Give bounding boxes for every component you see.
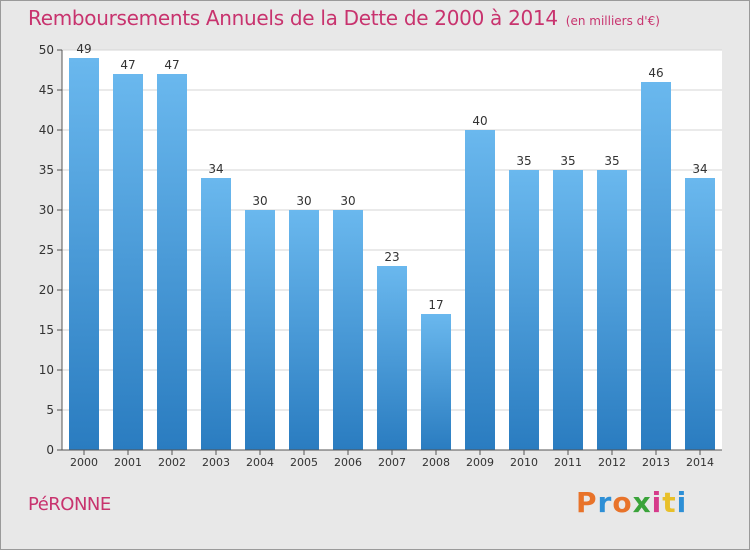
logo-letter: r (597, 486, 613, 519)
data-label: 34 (208, 162, 223, 176)
logo-letter: t (662, 486, 677, 519)
y-tick-label: 35 (39, 163, 54, 177)
data-label: 34 (692, 162, 707, 176)
y-tick-label: 15 (39, 323, 54, 337)
data-label: 23 (384, 250, 399, 264)
bar-2014 (685, 178, 715, 450)
y-tick-label: 30 (39, 203, 54, 217)
data-label: 46 (648, 66, 663, 80)
logo-letter: i (651, 486, 663, 519)
data-label: 35 (560, 154, 575, 168)
bar-2011 (553, 170, 583, 450)
bar-2002 (157, 74, 187, 450)
y-tick-label: 0 (46, 443, 54, 457)
data-label: 35 (604, 154, 619, 168)
bar-2008 (421, 314, 451, 450)
data-label: 30 (296, 194, 311, 208)
x-tick-label: 2002 (158, 456, 186, 469)
bar-2000 (69, 58, 99, 450)
x-tick-label: 2003 (202, 456, 230, 469)
data-label: 47 (120, 58, 135, 72)
x-tick-label: 2005 (290, 456, 318, 469)
data-label: 40 (472, 114, 487, 128)
y-tick-label: 20 (39, 283, 54, 297)
logo-letter: i (676, 486, 688, 519)
commune-name: PéRONNE (28, 494, 111, 515)
x-tick-label: 2006 (334, 456, 362, 469)
data-label: 30 (252, 194, 267, 208)
logo-letter: o (612, 486, 633, 519)
proxiti-logo: Proxiti (576, 486, 687, 519)
bar-2003 (201, 178, 231, 450)
bar-2013 (641, 82, 671, 450)
y-tick-label: 50 (39, 43, 54, 57)
chart-title: Remboursements Annuels de la Dette de 20… (28, 6, 660, 30)
chart-unit: (en milliers d'€) (565, 14, 660, 28)
data-label: 47 (164, 58, 179, 72)
logo-letter: x (632, 486, 652, 519)
x-tick-label: 2008 (422, 456, 450, 469)
x-tick-label: 2012 (598, 456, 626, 469)
bar-2007 (377, 266, 407, 450)
x-tick-label: 2013 (642, 456, 670, 469)
bar-2004 (245, 210, 275, 450)
y-tick-label: 5 (46, 403, 54, 417)
data-labels: 49 47 47 34 30 30 30 23 17 40 35 35 35 46 34 (76, 42, 707, 312)
data-label: 49 (76, 42, 91, 56)
chart-title-text: Remboursements Annuels de la Dette de 20… (28, 6, 558, 30)
x-tick-label: 2011 (554, 456, 582, 469)
data-label: 17 (428, 298, 443, 312)
bar-2009 (465, 130, 495, 450)
y-tick-label: 40 (39, 123, 54, 137)
logo-letter: P (576, 486, 598, 519)
x-tick-label: 2007 (378, 456, 406, 469)
bar-2010 (509, 170, 539, 450)
x-tick-label: 2000 (70, 456, 98, 469)
axes: 0 5 10 15 20 25 30 35 40 45 50 2000 2001 2002 2003 2004… (39, 43, 722, 469)
data-label: 35 (516, 154, 531, 168)
x-tick-label: 2001 (114, 456, 142, 469)
x-tick-label: 2009 (466, 456, 494, 469)
bar-2001 (113, 74, 143, 450)
x-tick-label: 2004 (246, 456, 274, 469)
bar-2005 (289, 210, 319, 450)
y-tick-label: 10 (39, 363, 54, 377)
data-label: 30 (340, 194, 355, 208)
x-tick-label: 2010 (510, 456, 538, 469)
x-tick-label: 2014 (686, 456, 714, 469)
bar-2012 (597, 170, 627, 450)
y-tick-label: 25 (39, 243, 54, 257)
y-tick-label: 45 (39, 83, 54, 97)
bar-2006 (333, 210, 363, 450)
bars (69, 58, 715, 450)
